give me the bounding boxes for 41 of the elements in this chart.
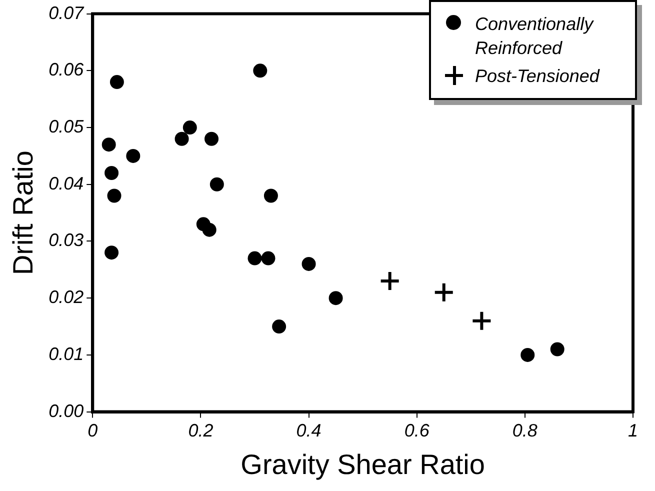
point (104, 246, 119, 260)
point (202, 222, 216, 237)
point (328, 291, 343, 306)
point (204, 132, 219, 146)
y-tick-label: 0.06 (48, 60, 85, 80)
x-tick-label: 0.2 (188, 420, 214, 441)
point (520, 348, 535, 362)
x-tick-label: 0 (88, 420, 98, 441)
point (248, 251, 262, 266)
point (471, 310, 492, 332)
point (182, 120, 197, 135)
y-axis-title: Drift Ratio (8, 150, 39, 276)
y-tick-label: 0.03 (48, 230, 84, 250)
point (174, 132, 189, 146)
point (264, 188, 278, 203)
point (302, 256, 316, 271)
point (110, 75, 124, 90)
y-tick-label: 0.04 (48, 173, 84, 194)
y-tick-label: 0.00 (48, 400, 84, 421)
point (261, 251, 276, 266)
y-tick-label: 0.07 (48, 2, 85, 23)
x-axis-title: Gravity Shear Ratio (240, 448, 485, 480)
point (104, 166, 119, 180)
point (102, 138, 116, 152)
point (379, 270, 400, 292)
point (272, 320, 286, 334)
legend-label: Post-Tensioned (475, 65, 601, 88)
point (210, 177, 224, 192)
x-tick-label: 0.8 (512, 420, 538, 441)
legend-label: Conventionally Reinforced (475, 13, 595, 60)
point (253, 64, 268, 78)
point (126, 148, 140, 163)
point (107, 188, 122, 203)
x-tick-label: 1 (628, 420, 638, 441)
point (433, 282, 454, 303)
y-tick-label: 0.02 (48, 287, 84, 308)
x-tick-label: 0.4 (296, 420, 322, 441)
y-tick-label: 0.01 (48, 344, 84, 364)
point (550, 342, 564, 356)
y-tick-label: 0.05 (48, 116, 85, 137)
x-tick-label: 0.6 (404, 420, 430, 441)
